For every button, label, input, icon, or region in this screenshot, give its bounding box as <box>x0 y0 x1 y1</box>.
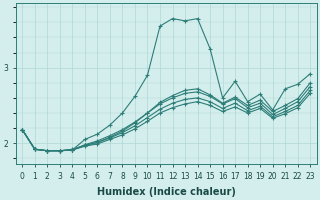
X-axis label: Humidex (Indice chaleur): Humidex (Indice chaleur) <box>97 187 236 197</box>
